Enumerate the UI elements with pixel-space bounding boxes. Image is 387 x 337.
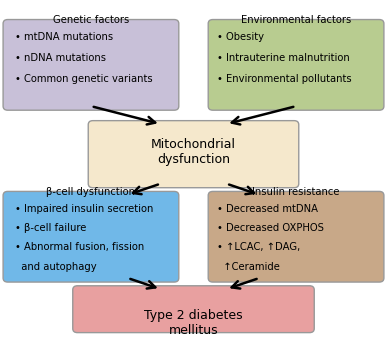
Text: Mitochondrial
dysfunction: Mitochondrial dysfunction — [151, 138, 236, 166]
Text: and autophagy: and autophagy — [15, 262, 96, 272]
Text: • Abnormal fusion, fission: • Abnormal fusion, fission — [15, 242, 144, 252]
FancyBboxPatch shape — [208, 191, 384, 282]
Text: Type 2 diabetes
mellitus: Type 2 diabetes mellitus — [144, 309, 243, 337]
Text: β-cell dysfunction: β-cell dysfunction — [46, 187, 135, 197]
FancyBboxPatch shape — [208, 20, 384, 110]
Text: • mtDNA mutations: • mtDNA mutations — [15, 32, 113, 42]
Text: • Intrauterine malnutrition: • Intrauterine malnutrition — [217, 53, 350, 63]
Text: • Common genetic variants: • Common genetic variants — [15, 74, 152, 84]
Text: • ↑LCAC, ↑DAG,: • ↑LCAC, ↑DAG, — [217, 242, 301, 252]
Text: • nDNA mutations: • nDNA mutations — [15, 53, 106, 63]
Text: • Impaired insulin secretion: • Impaired insulin secretion — [15, 204, 153, 214]
Text: ↑Ceramide: ↑Ceramide — [217, 262, 280, 272]
FancyBboxPatch shape — [3, 191, 179, 282]
Text: • Decreased mtDNA: • Decreased mtDNA — [217, 204, 319, 214]
FancyBboxPatch shape — [88, 121, 299, 188]
Text: Insulin resistance: Insulin resistance — [252, 187, 340, 197]
Text: • Environmental pollutants: • Environmental pollutants — [217, 74, 352, 84]
Text: Environmental factors: Environmental factors — [241, 15, 351, 25]
Text: Genetic factors: Genetic factors — [53, 15, 129, 25]
Text: • Obesity: • Obesity — [217, 32, 264, 42]
FancyBboxPatch shape — [73, 286, 314, 333]
Text: • β-cell failure: • β-cell failure — [15, 223, 86, 233]
Text: • Decreased OXPHOS: • Decreased OXPHOS — [217, 223, 324, 233]
FancyBboxPatch shape — [3, 20, 179, 110]
